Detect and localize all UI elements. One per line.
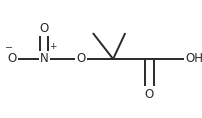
Text: O: O [145,88,154,101]
Text: −: − [5,42,13,51]
Text: +: + [49,42,56,51]
Text: O: O [76,53,85,65]
Text: O: O [40,22,49,35]
Text: O: O [7,53,17,65]
Text: OH: OH [186,53,202,65]
Text: N: N [40,53,49,65]
